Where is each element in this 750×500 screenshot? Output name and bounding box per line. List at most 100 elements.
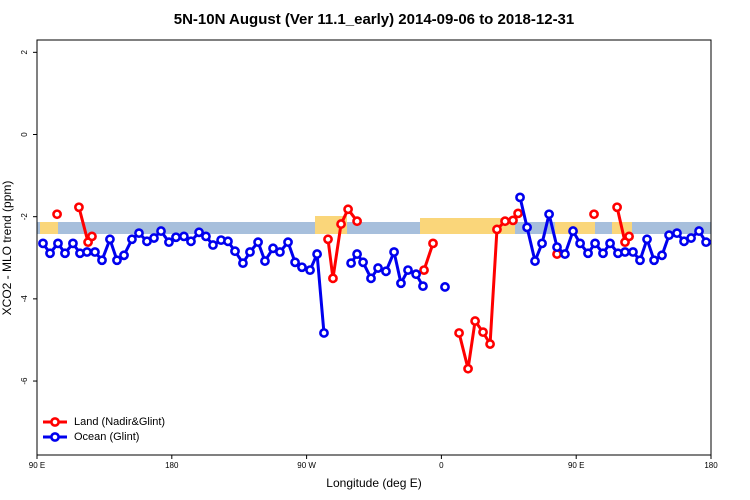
x-tick-label: 180 (704, 461, 718, 470)
x-tick-label: 0 (439, 461, 444, 470)
data-point (268, 243, 278, 254)
data-point (97, 255, 107, 266)
data-point (418, 281, 428, 292)
data-point (346, 258, 356, 269)
data-point (52, 209, 62, 220)
data-point (223, 236, 233, 247)
data-point (201, 231, 211, 242)
data-point (419, 265, 429, 275)
data-point (245, 247, 255, 257)
data-point (544, 209, 554, 220)
data-point (87, 231, 97, 242)
data-point (156, 226, 166, 236)
data-point (323, 234, 333, 245)
data-point (171, 232, 181, 243)
data-point (60, 248, 70, 259)
data-point (134, 228, 144, 239)
data-point (389, 247, 399, 257)
data-point (463, 363, 473, 374)
map-band (37, 216, 711, 234)
data-point (352, 216, 362, 227)
series-line (41, 228, 326, 334)
chart-title: 5N-10N August (Ver 11.1_early) 2014-09-0… (174, 11, 575, 28)
data-point (701, 237, 711, 248)
data-point (45, 248, 55, 259)
data-point (598, 248, 608, 259)
data-point (290, 257, 300, 268)
data-point (275, 247, 285, 257)
data-point (635, 255, 645, 266)
y-axis-label: XCO2 - MLO trend (ppm) (0, 181, 14, 316)
data-point (485, 339, 495, 349)
data-point (568, 226, 578, 236)
y-tick-label: 0 (20, 132, 29, 137)
y-tick-label: -2 (20, 213, 29, 221)
data-point (149, 233, 159, 243)
data-point (253, 237, 263, 248)
x-tick-label: 90 W (297, 461, 316, 470)
legend-marker (50, 417, 60, 427)
x-tick-label: 180 (165, 461, 179, 470)
data-point (428, 238, 438, 249)
data-point (440, 282, 450, 292)
data-point (179, 231, 189, 242)
data-point (90, 247, 100, 257)
legend-label: Ocean (Glint) (74, 431, 139, 443)
data-point (552, 242, 562, 252)
legend: Land (Nadir&Glint) Ocean (Glint) (43, 416, 165, 443)
data-point (319, 328, 329, 338)
data-point (515, 192, 525, 203)
data-point (396, 278, 406, 289)
x-tick-label: 90 E (29, 461, 45, 470)
data-point (620, 247, 630, 257)
data-point (230, 246, 240, 257)
data-point (112, 255, 122, 266)
data-point (664, 230, 674, 241)
ocean-band (37, 222, 711, 234)
data-point (589, 209, 599, 220)
data-point (127, 234, 137, 245)
x-tick-label: 90 E (568, 461, 584, 470)
data-point (575, 238, 585, 249)
data-point (68, 238, 78, 249)
data-point (238, 258, 248, 269)
y-tick-label: -4 (20, 295, 29, 303)
data-point (260, 256, 270, 266)
data-point (454, 328, 464, 338)
legend-marker (50, 432, 60, 442)
data-point (105, 234, 115, 245)
data-point (492, 224, 502, 235)
legend-label: Land (Nadir&Glint) (74, 416, 165, 428)
data-point (686, 233, 696, 243)
data-point (530, 256, 540, 266)
data-point (500, 216, 510, 227)
y-tick-label: -6 (20, 377, 29, 385)
data-point (624, 231, 634, 242)
plot-frame (36, 39, 712, 456)
data-point (336, 219, 346, 229)
data-point (194, 227, 204, 238)
data-point (508, 215, 518, 226)
data-point (74, 202, 84, 213)
data-point (366, 273, 376, 284)
data-point (343, 204, 353, 215)
data-point (403, 265, 413, 275)
data-point (583, 248, 593, 259)
data-point (657, 250, 667, 261)
data-point (590, 238, 600, 249)
data-point (164, 237, 174, 248)
land-patch (40, 222, 58, 234)
data-point (522, 222, 532, 233)
data-point (297, 262, 307, 273)
data-point (478, 327, 488, 338)
data-point (358, 257, 368, 268)
data-point (312, 249, 322, 259)
data-point (305, 265, 315, 275)
data-point (283, 237, 293, 248)
data-point (53, 238, 63, 249)
data-point (411, 269, 421, 280)
land-patch (420, 218, 515, 234)
data-point (328, 273, 338, 284)
data-point (38, 238, 48, 249)
